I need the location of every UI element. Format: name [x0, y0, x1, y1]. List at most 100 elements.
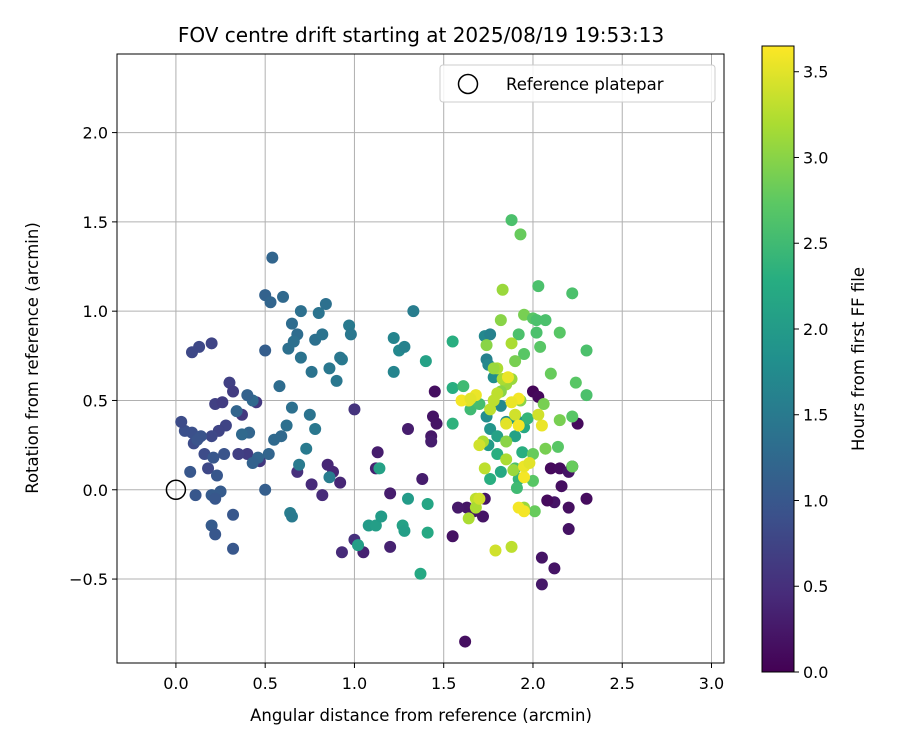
colorbar: 0.0 0.5 1.0 1.5 2.0 2.5 3.0 3.5 Hours from firs…: [761, 45, 868, 682]
scatter-point: [343, 319, 356, 332]
scatter-point: [518, 348, 531, 361]
grid: [117, 54, 724, 663]
scatter-point: [484, 328, 497, 341]
scatter-point: [398, 340, 411, 353]
colorbar-gradient: [761, 45, 795, 673]
scatter-point: [334, 351, 347, 364]
scatter-point: [528, 505, 541, 518]
scatter-point: [569, 376, 582, 389]
scatter-point: [246, 456, 259, 469]
scatter-point: [273, 380, 286, 393]
scatter-point: [218, 448, 231, 461]
scatter-point: [205, 430, 218, 443]
scatter-point: [496, 283, 509, 296]
scatter-point: [476, 510, 489, 523]
scatter-point: [562, 501, 575, 514]
scatter-point: [544, 367, 557, 380]
scatter-point: [277, 290, 290, 303]
scatter-point: [562, 523, 575, 536]
scatter-point: [262, 448, 275, 461]
scatter-point: [371, 446, 384, 459]
scatter-point: [457, 380, 470, 393]
scatter-point: [514, 228, 527, 241]
y-axis-label: Rotation from reference (arcmin): [23, 222, 42, 494]
scatter-point: [530, 314, 543, 327]
scatter-point: [209, 492, 222, 505]
scatter-point: [294, 351, 307, 364]
scatter-point: [419, 355, 432, 368]
scatter-point: [509, 408, 522, 421]
scatter-point: [484, 403, 497, 416]
scatter-point: [384, 487, 397, 500]
y-tick-label: 1.5: [83, 213, 108, 232]
scatter-point: [580, 492, 593, 505]
scatter-point: [202, 462, 215, 475]
scatter-point: [551, 440, 564, 453]
scatter-point: [268, 433, 281, 446]
colorbar-tick-label: 1.0: [803, 491, 828, 510]
x-tick-label: 2.0: [520, 674, 545, 693]
scatter-point: [494, 465, 507, 478]
scatter-point: [398, 524, 411, 537]
legend: Reference platepar: [439, 64, 716, 103]
scatter-point: [566, 410, 579, 423]
scatter-point: [535, 578, 548, 591]
scatter-point: [512, 419, 525, 432]
scatter-point: [500, 435, 513, 448]
scatter-point: [285, 317, 298, 330]
scatter-point: [352, 539, 365, 552]
scatter-point: [446, 530, 459, 543]
scatter-point: [487, 362, 500, 375]
scatter-point: [451, 501, 464, 514]
scatter-point: [548, 562, 561, 575]
scatter-point: [425, 435, 438, 448]
x-tick-label: 1.0: [342, 674, 367, 693]
legend-marker: [457, 73, 479, 95]
scatter-point: [501, 371, 514, 384]
x-axis-ticks: 0.0 0.5 1.0 1.5 2.0 2.5 3.0: [163, 663, 724, 693]
scatter-point: [480, 339, 493, 352]
scatter-point: [416, 473, 429, 486]
scatter-point: [373, 462, 386, 475]
scatter-point: [580, 389, 593, 402]
scatter-point: [303, 408, 316, 421]
scatter-point: [535, 551, 548, 564]
scatter-point: [285, 401, 298, 414]
scatter-point: [323, 362, 336, 375]
scatter-point: [464, 403, 477, 416]
legend-box: [439, 64, 716, 103]
scatter-point: [216, 396, 229, 409]
scatter-point: [316, 489, 329, 502]
scatter-point: [491, 387, 504, 400]
scatter-point: [305, 478, 318, 491]
scatter-point: [319, 298, 332, 311]
scatter-point: [505, 396, 518, 409]
scatter-point: [282, 342, 295, 355]
scatter-point: [335, 546, 348, 559]
scatter-point: [285, 510, 298, 523]
scatter-point: [316, 328, 329, 341]
scatter-point: [505, 540, 518, 553]
scatter-point: [521, 412, 534, 425]
colorbar-tick-label: 3.5: [803, 63, 828, 82]
y-tick-label: 0.0: [83, 481, 108, 500]
scatter-point: [407, 305, 420, 318]
scatter-point: [232, 448, 245, 461]
scatter-point: [491, 448, 504, 461]
scatter-point: [541, 494, 554, 507]
scatter-point: [518, 505, 531, 518]
scatter-point: [194, 430, 207, 443]
scatter-point: [312, 306, 325, 319]
scatter-point: [184, 465, 197, 478]
x-tick-label: 2.5: [610, 674, 635, 693]
scatter-point: [205, 337, 218, 350]
scatter-point: [505, 337, 518, 350]
scatter-point: [227, 385, 240, 398]
chart-title: FOV centre drift starting at 2025/08/19 …: [178, 23, 664, 47]
scatter-point: [210, 469, 223, 482]
colorbar-tick-label: 2.5: [803, 234, 828, 253]
scatter-point: [509, 355, 522, 368]
scatter-point: [535, 419, 548, 432]
scatter-point: [464, 392, 477, 405]
